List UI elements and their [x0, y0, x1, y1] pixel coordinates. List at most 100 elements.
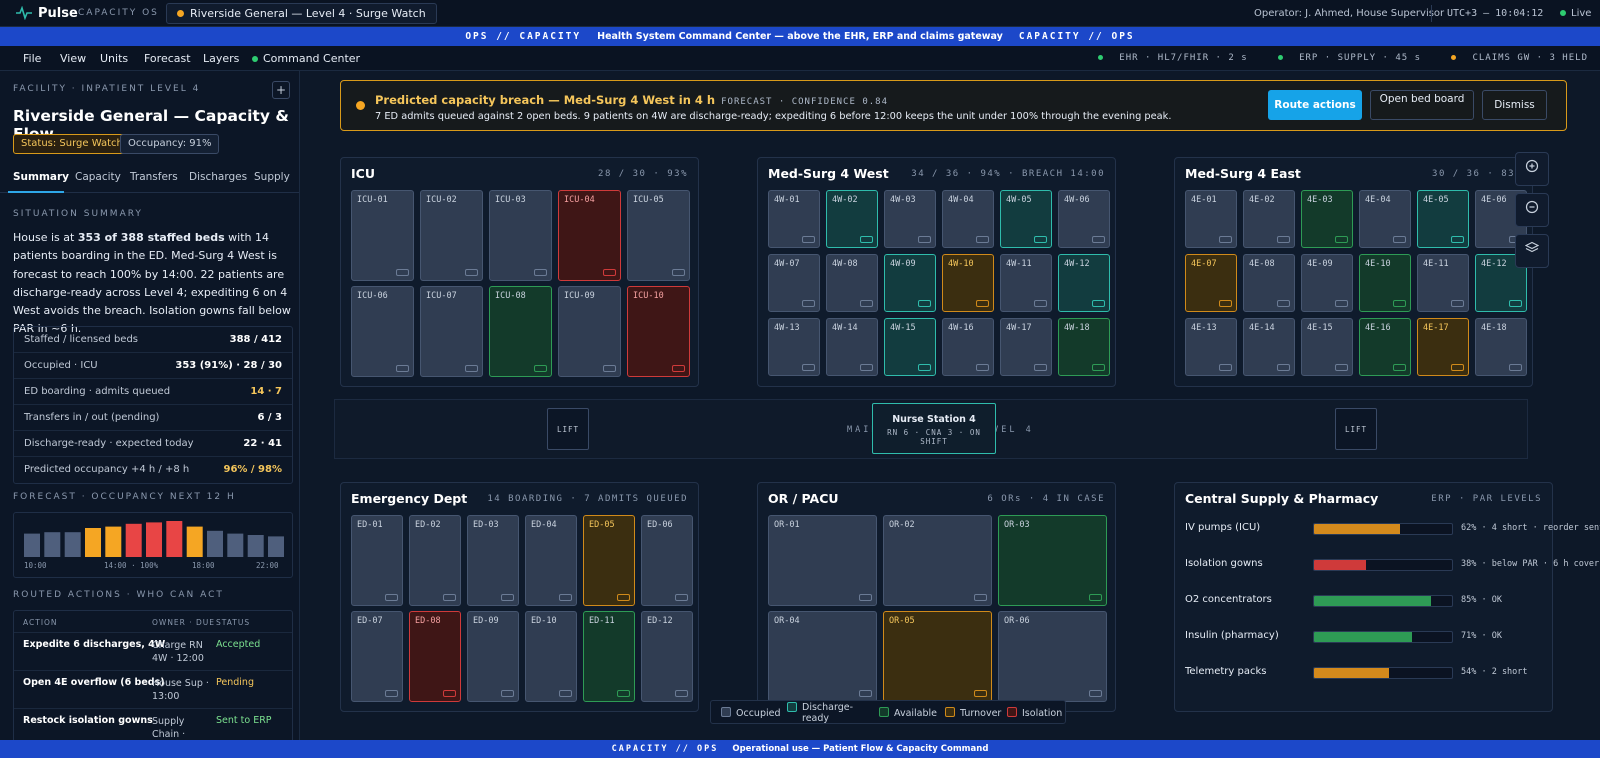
- bed-4e-05[interactable]: 4E-05: [1417, 190, 1469, 248]
- bed-4w-01[interactable]: 4W-01: [768, 190, 820, 248]
- supply-row[interactable]: IV pumps (ICU) 62% · 4 short · reorder se…: [1185, 519, 1600, 539]
- bed-icu-01[interactable]: ICU-01: [351, 190, 414, 281]
- menu-command-center[interactable]: Command Center: [252, 52, 360, 65]
- bed-ed-11[interactable]: ED-11: [583, 611, 635, 702]
- bed-4w-11[interactable]: 4W-11: [1000, 254, 1052, 312]
- bed-4w-17[interactable]: 4W-17: [1000, 318, 1052, 376]
- bed-4w-09[interactable]: 4W-09: [884, 254, 936, 312]
- bed-icu-09[interactable]: ICU-09: [558, 286, 621, 377]
- bed-4e-02[interactable]: 4E-02: [1243, 190, 1295, 248]
- bed-4e-16[interactable]: 4E-16: [1359, 318, 1411, 376]
- bed-or-03[interactable]: OR-03: [998, 515, 1107, 606]
- bed-icu-04[interactable]: ICU-04: [558, 190, 621, 281]
- menu-layers[interactable]: Layers: [203, 52, 240, 65]
- menu-view[interactable]: View: [60, 52, 87, 65]
- bed-4e-08[interactable]: 4E-08: [1243, 254, 1295, 312]
- menu-forecast[interactable]: Forecast: [144, 52, 191, 65]
- bed-status-marker: [1092, 364, 1105, 371]
- dismiss-button[interactable]: Dismiss: [1482, 90, 1547, 120]
- bed-ed-02[interactable]: ED-02: [409, 515, 461, 606]
- zoom-in-icon[interactable]: [1515, 152, 1549, 186]
- bed-icu-08[interactable]: ICU-08: [489, 286, 552, 377]
- open-bed-board-button[interactable]: Open bed board: [1370, 90, 1474, 120]
- bed-4e-10[interactable]: 4E-10: [1359, 254, 1411, 312]
- bed-4e-11[interactable]: 4E-11: [1417, 254, 1469, 312]
- tab-transfers[interactable]: Transfers: [130, 171, 178, 183]
- supply-row[interactable]: Isolation gowns 38% · below PAR · 6 h cov…: [1185, 555, 1599, 575]
- tab-summary[interactable]: Summary: [13, 171, 70, 183]
- bed-4e-07[interactable]: 4E-07: [1185, 254, 1237, 312]
- menu-units[interactable]: Units: [100, 52, 129, 65]
- bed-4w-08[interactable]: 4W-08: [826, 254, 878, 312]
- bed-4e-12[interactable]: 4E-12: [1475, 254, 1527, 312]
- bed-ed-04[interactable]: ED-04: [525, 515, 577, 606]
- bed-4e-13[interactable]: 4E-13: [1185, 318, 1237, 376]
- layers-icon[interactable]: [1515, 234, 1549, 268]
- bed-4w-12[interactable]: 4W-12: [1058, 254, 1110, 312]
- bed-4w-10[interactable]: 4W-10: [942, 254, 994, 312]
- supply-row[interactable]: Telemetry packs 54% · 2 short: [1185, 663, 1530, 683]
- tab-discharges[interactable]: Discharges: [189, 171, 248, 183]
- bed-4w-15[interactable]: 4W-15: [884, 318, 936, 376]
- bed-4w-07[interactable]: 4W-07: [768, 254, 820, 312]
- bed-4w-02[interactable]: 4W-02: [826, 190, 878, 248]
- feed-erp[interactable]: ERP · SUPPLY · 45 s: [1266, 53, 1421, 63]
- bed-4w-06[interactable]: 4W-06: [1058, 190, 1110, 248]
- bed-4w-04[interactable]: 4W-04: [942, 190, 994, 248]
- bed-4e-03[interactable]: 4E-03: [1301, 190, 1353, 248]
- bed-icu-06[interactable]: ICU-06: [351, 286, 414, 377]
- legend-swatch: [721, 707, 731, 717]
- bed-4e-14[interactable]: 4E-14: [1243, 318, 1295, 376]
- add-button[interactable]: +: [272, 81, 290, 99]
- bed-ed-05[interactable]: ED-05: [583, 515, 635, 606]
- bed-4e-09[interactable]: 4E-09: [1301, 254, 1353, 312]
- bed-icu-02[interactable]: ICU-02: [420, 190, 483, 281]
- route-actions-button[interactable]: Route actions: [1268, 90, 1362, 120]
- action-row[interactable]: Open 4E overflow (6 beds) House Sup · 13:…: [14, 671, 292, 709]
- bed-icu-07[interactable]: ICU-07: [420, 286, 483, 377]
- app-brand[interactable]: Pulse: [16, 5, 78, 21]
- bed-icu-05[interactable]: ICU-05: [627, 190, 690, 281]
- bed-4w-16[interactable]: 4W-16: [942, 318, 994, 376]
- bed-ed-09[interactable]: ED-09: [467, 611, 519, 702]
- bed-4w-14[interactable]: 4W-14: [826, 318, 878, 376]
- bed-ed-08[interactable]: ED-08: [409, 611, 461, 702]
- nurse-station[interactable]: Nurse Station 4 RN 6 · CNA 3 · ON SHIFT: [872, 403, 996, 454]
- bed-label: 4W-15: [890, 323, 916, 333]
- bed-ed-12[interactable]: ED-12: [641, 611, 693, 702]
- banner-left: OPS // CAPACITY: [465, 31, 582, 42]
- bed-or-04[interactable]: OR-04: [768, 611, 877, 702]
- bed-4e-04[interactable]: 4E-04: [1359, 190, 1411, 248]
- bed-or-02[interactable]: OR-02: [883, 515, 992, 606]
- bed-ed-01[interactable]: ED-01: [351, 515, 403, 606]
- bed-ed-10[interactable]: ED-10: [525, 611, 577, 702]
- menu-file[interactable]: File: [23, 52, 42, 65]
- feed-ehr[interactable]: EHR · HL7/FHIR · 2 s: [1086, 53, 1247, 63]
- bed-icu-10[interactable]: ICU-10: [627, 286, 690, 377]
- zoom-out-icon[interactable]: [1515, 193, 1549, 227]
- bed-ed-07[interactable]: ED-07: [351, 611, 403, 702]
- bed-icu-03[interactable]: ICU-03: [489, 190, 552, 281]
- bed-4e-15[interactable]: 4E-15: [1301, 318, 1353, 376]
- context-selector[interactable]: Riverside General — Level 4 · Surge Watc…: [166, 3, 437, 24]
- bed-4w-13[interactable]: 4W-13: [768, 318, 820, 376]
- tab-capacity[interactable]: Capacity: [75, 171, 121, 183]
- bed-4e-17[interactable]: 4E-17: [1417, 318, 1469, 376]
- bed-4w-05[interactable]: 4W-05: [1000, 190, 1052, 248]
- supply-row[interactable]: Insulin (pharmacy) 71% · OK: [1185, 627, 1530, 647]
- bed-4w-03[interactable]: 4W-03: [884, 190, 936, 248]
- action-row[interactable]: Expedite 6 discharges, 4W Charge RN 4W · …: [14, 633, 292, 671]
- top-bar: Pulse CAPACITY OS Riverside General — Le…: [0, 0, 1600, 27]
- bed-4w-18[interactable]: 4W-18: [1058, 318, 1110, 376]
- tab-supply[interactable]: Supply: [254, 171, 290, 183]
- bed-ed-03[interactable]: ED-03: [467, 515, 519, 606]
- feed-claims[interactable]: CLAIMS GW · 3 HELD: [1439, 53, 1588, 63]
- bed-or-05[interactable]: OR-05: [883, 611, 992, 702]
- supply-row[interactable]: O2 concentrators 85% · OK: [1185, 591, 1530, 611]
- bed-4e-01[interactable]: 4E-01: [1185, 190, 1237, 248]
- bed-ed-06[interactable]: ED-06: [641, 515, 693, 606]
- bed-or-01[interactable]: OR-01: [768, 515, 877, 606]
- bed-4e-18[interactable]: 4E-18: [1475, 318, 1527, 376]
- bed-or-06[interactable]: OR-06: [998, 611, 1107, 702]
